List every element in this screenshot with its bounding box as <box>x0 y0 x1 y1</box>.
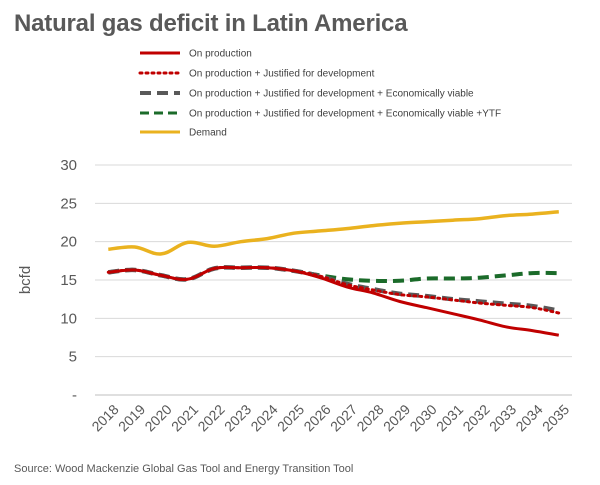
chart-title: Natural gas deficit in Latin America <box>14 10 408 37</box>
x-tick-label: 2019 <box>115 401 148 434</box>
y-tick-label: 5 <box>69 349 77 366</box>
x-tick-label: 2028 <box>353 401 386 434</box>
legend-label: On production <box>189 49 252 60</box>
x-tick-label: 2018 <box>88 401 121 434</box>
x-tick-label: 2020 <box>141 401 174 434</box>
x-tick-label: 2032 <box>459 401 492 434</box>
y-tick-label: 15 <box>60 272 77 289</box>
y-tick-label: 25 <box>60 195 77 212</box>
x-tick-label: 2029 <box>380 401 413 434</box>
y-tick-label: 20 <box>60 234 77 251</box>
x-tick-label: 2021 <box>168 401 201 434</box>
y-tick-label: 30 <box>60 157 77 174</box>
x-tick-label: 2031 <box>433 401 466 434</box>
series-line <box>108 210 559 256</box>
legend-label: On production + Justified for developmen… <box>189 109 501 120</box>
y-tick-label: - <box>72 387 77 404</box>
x-tick-label: 2023 <box>221 401 254 434</box>
x-tick-label: 2025 <box>274 401 307 434</box>
x-tick-label: 2026 <box>300 401 333 434</box>
series-line <box>108 265 560 337</box>
x-tick-label: 2035 <box>539 401 572 434</box>
x-tick-label: 2034 <box>512 401 545 434</box>
y-tick-label: 10 <box>60 310 77 327</box>
source-note: Source: Wood Mackenzie Global Gas Tool a… <box>14 463 354 475</box>
series-line <box>106 265 561 315</box>
x-tick-label: 2022 <box>194 401 227 434</box>
legend-label: On production + Justified for developmen… <box>189 69 375 80</box>
x-tick-label: 2024 <box>247 401 280 434</box>
x-tick-label: 2027 <box>327 401 360 434</box>
y-axis-label: bcfd <box>17 266 34 294</box>
x-tick-label: 2033 <box>486 401 519 434</box>
legend-label: On production + Justified for developmen… <box>189 89 474 100</box>
legend-label: Demand <box>189 128 227 139</box>
x-tick-label: 2030 <box>406 401 439 434</box>
